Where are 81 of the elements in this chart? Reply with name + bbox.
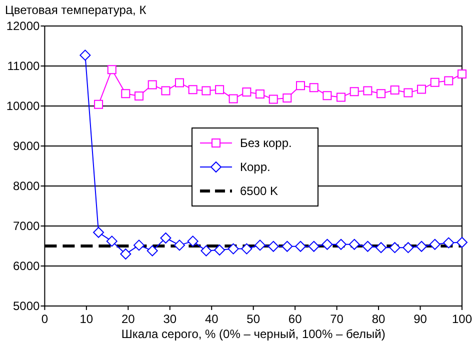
point — [200, 245, 212, 256]
point — [363, 86, 372, 96]
point — [282, 240, 293, 252]
x-tick-label: 100 — [452, 312, 472, 326]
point — [174, 78, 184, 88]
point — [336, 92, 346, 102]
x-tick-label: 90 — [414, 312, 428, 326]
point — [134, 240, 145, 251]
point — [174, 240, 185, 251]
point — [456, 236, 468, 248]
point — [80, 50, 91, 61]
point — [376, 89, 386, 98]
point — [214, 244, 226, 256]
point — [93, 226, 104, 238]
point — [362, 240, 374, 252]
point — [430, 78, 440, 87]
point — [416, 240, 428, 252]
x-tick-label: 70 — [330, 312, 344, 326]
point — [228, 243, 239, 254]
point — [256, 90, 265, 98]
point — [444, 76, 454, 86]
point — [241, 243, 252, 254]
point — [296, 81, 306, 90]
y-tick-label: 12000 — [6, 19, 40, 34]
point — [390, 86, 400, 94]
point — [458, 70, 466, 78]
point — [202, 86, 211, 96]
point — [348, 238, 360, 250]
point — [295, 240, 306, 252]
point — [160, 232, 172, 244]
point — [254, 240, 266, 251]
x-tick-label: 50 — [246, 312, 260, 326]
x-tick-label: 30 — [163, 312, 177, 326]
point — [282, 94, 292, 102]
point — [308, 240, 320, 252]
point — [443, 237, 454, 248]
point — [402, 242, 414, 254]
point — [107, 65, 116, 74]
legend-label: Корр. — [240, 160, 270, 174]
point — [335, 238, 346, 250]
point — [121, 89, 130, 98]
point — [188, 85, 198, 94]
x-tick-label: 20 — [121, 312, 136, 326]
point — [148, 80, 157, 90]
point — [322, 91, 332, 100]
legend-label: Без корр. — [240, 136, 292, 150]
y-tick-label: 6000 — [12, 259, 40, 274]
point — [268, 94, 278, 104]
x-tick-label: 40 — [204, 312, 219, 326]
legend-label: 6500 K — [240, 184, 278, 198]
point — [106, 236, 118, 247]
x-tick-label: 60 — [288, 312, 302, 326]
point — [187, 236, 198, 247]
y-tick-label: 10000 — [6, 99, 40, 114]
y-axis-title: Цветовая температура, К — [5, 3, 146, 17]
point — [146, 245, 158, 256]
point — [417, 84, 426, 94]
point — [94, 100, 104, 109]
point — [389, 242, 400, 254]
x-tick-label: 10 — [80, 312, 94, 326]
x-tick-label: 0 — [41, 312, 48, 326]
point — [215, 85, 224, 94]
point — [309, 83, 318, 92]
point — [268, 240, 279, 252]
point — [350, 87, 359, 96]
y-tick-label: 9000 — [12, 139, 40, 154]
x-axis-title: Шкала серого, % (0% – черный, 100% – белый) — [121, 327, 386, 341]
point — [134, 92, 144, 100]
point — [322, 238, 333, 250]
point — [228, 94, 238, 104]
x-tick-label: 80 — [372, 312, 386, 326]
y-tick-label: 8000 — [12, 179, 40, 194]
y-tick-label: 5000 — [12, 299, 40, 314]
y-tick-label: 11000 — [7, 59, 40, 74]
point — [161, 86, 170, 96]
point — [404, 88, 413, 98]
point — [376, 242, 387, 254]
point — [242, 88, 252, 96]
y-tick-label: 7000 — [12, 219, 40, 234]
point — [429, 238, 440, 250]
point — [120, 248, 132, 260]
